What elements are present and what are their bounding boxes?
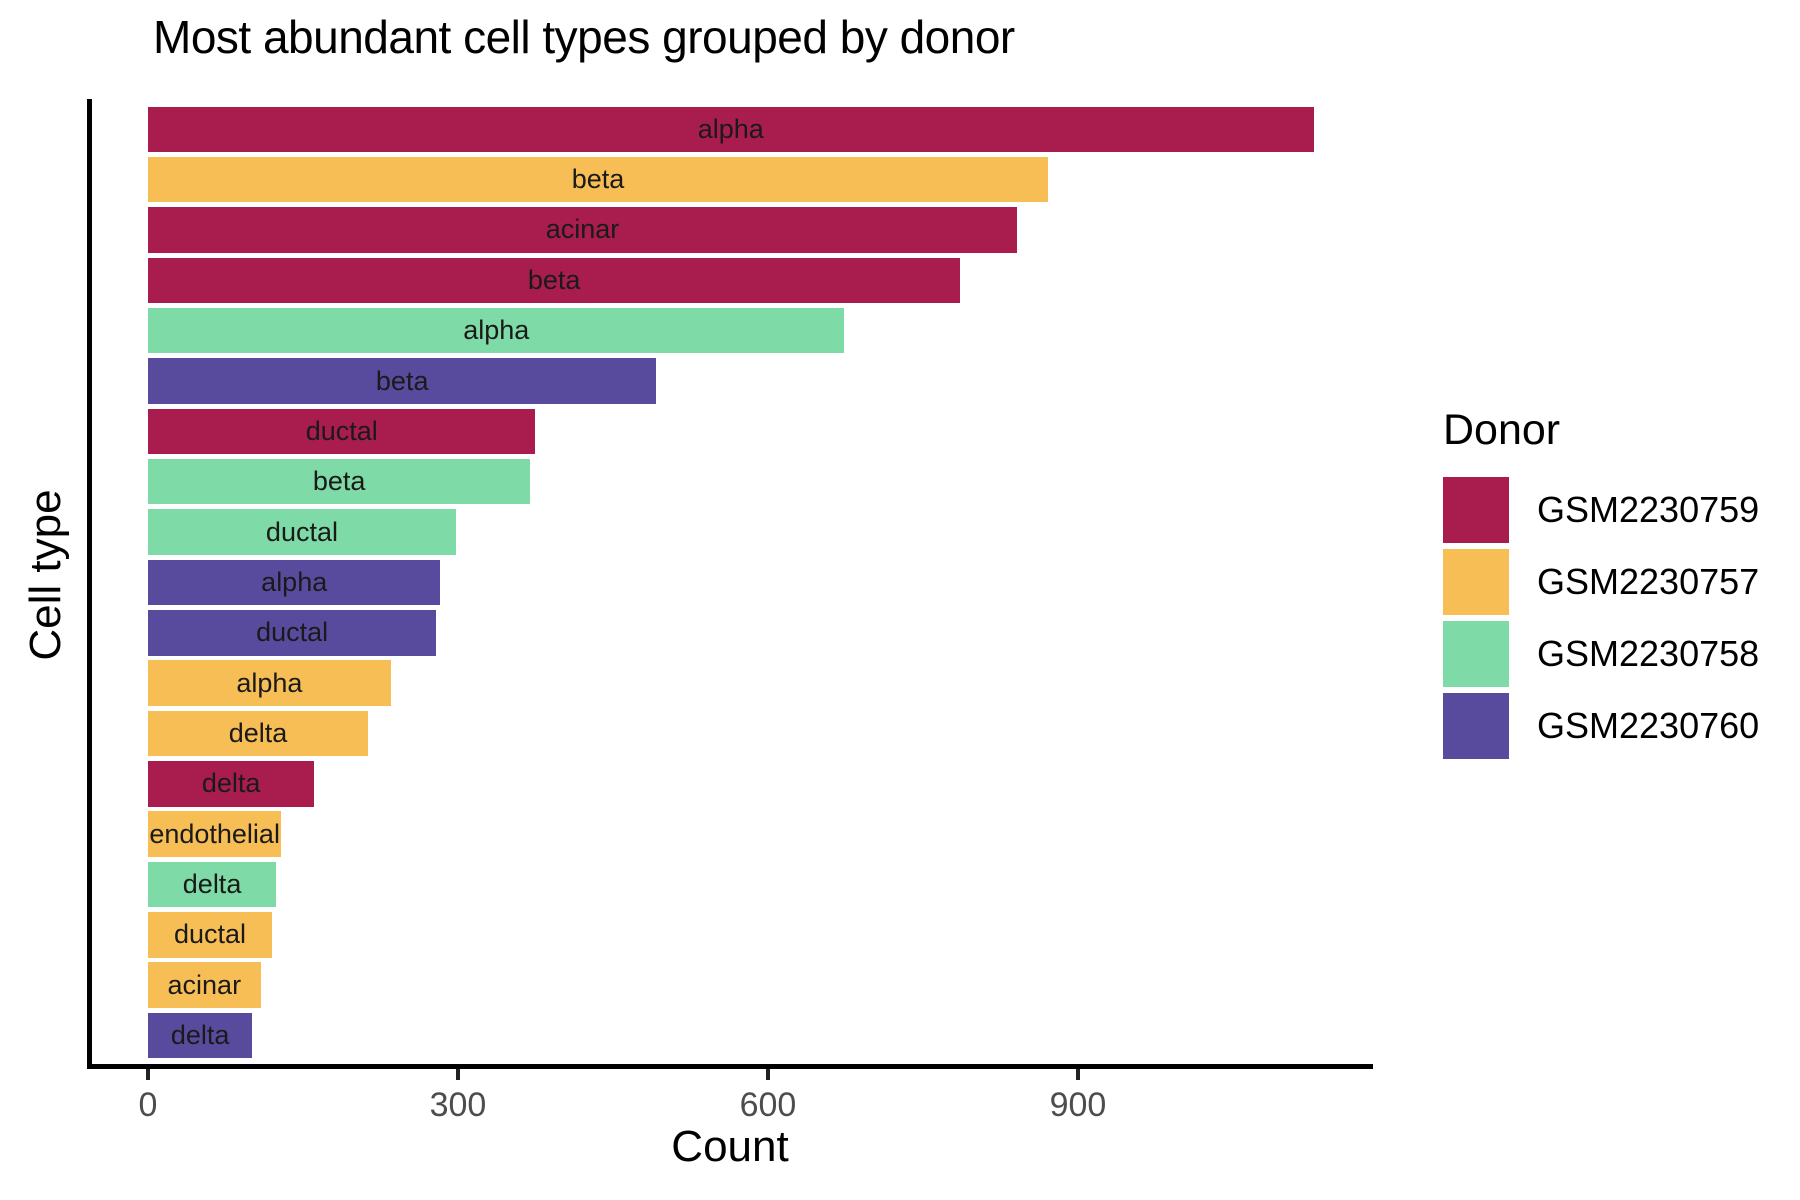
x-axis-title: Count xyxy=(671,1122,789,1171)
x-tick-mark xyxy=(765,1069,770,1080)
bar-ductal-GSM2230759: ductal xyxy=(148,408,536,455)
bar-beta-GSM2230757: beta xyxy=(148,156,1049,203)
bar-alpha-GSM2230759: alpha xyxy=(148,106,1314,152)
bar-delta-GSM2230759: delta xyxy=(148,761,315,807)
bar-ductal-GSM2230760: ductal xyxy=(148,610,437,656)
legend-label: GSM2230759 xyxy=(1537,489,1760,530)
legend: Donor GSM2230759 GSM2230757 GSM2230758 GSM2… xyxy=(1443,405,1759,765)
legend-label: GSM2230758 xyxy=(1537,633,1760,674)
bar-label: alpha xyxy=(236,667,303,698)
bar-acinar-GSM2230757: acinar xyxy=(148,962,261,1008)
bar-delta-GSM2230758: delta xyxy=(148,861,277,908)
bar-beta-GSM2230760: beta xyxy=(148,358,657,404)
y-axis-title: Cell type xyxy=(21,489,70,661)
x-tick-mark xyxy=(455,1069,460,1080)
legend-item-GSM2230758: GSM2230758 xyxy=(1443,621,1759,687)
x-tick-label: 900 xyxy=(1049,1086,1107,1124)
legend-item-GSM2230759: GSM2230759 xyxy=(1443,477,1759,543)
bar-label: ductal xyxy=(305,415,378,446)
bar-delta-GSM2230760: delta xyxy=(148,1012,253,1059)
bar-alpha-GSM2230758: alpha xyxy=(148,307,845,354)
x-axis-line xyxy=(87,1064,1373,1069)
legend-swatch xyxy=(1443,693,1509,759)
bar-acinar-GSM2230759: acinar xyxy=(148,207,1018,253)
chart-title: Most abundant cell types grouped by dono… xyxy=(153,11,1015,63)
bar-label: ductal xyxy=(265,516,338,547)
bar-label: alpha xyxy=(463,315,530,346)
legend-label: GSM2230760 xyxy=(1537,705,1760,746)
bar-label: beta xyxy=(527,264,581,295)
bar-delta-GSM2230757: delta xyxy=(148,710,369,757)
bar-ductal-GSM2230758: ductal xyxy=(148,509,456,555)
bar-beta-GSM2230759: beta xyxy=(148,257,961,304)
legend-label: GSM2230757 xyxy=(1537,561,1760,602)
bar-label: delta xyxy=(182,869,242,899)
bar-label: endothelial xyxy=(149,818,280,849)
bar-label: ductal xyxy=(256,617,329,648)
bar-label: delta xyxy=(201,768,261,799)
bar-label: acinar xyxy=(167,969,242,1000)
bar-ductal-GSM2230757: ductal xyxy=(148,912,272,958)
x-tick-mark xyxy=(1075,1069,1080,1080)
bar-alpha-GSM2230760: alpha xyxy=(148,559,441,606)
bar-endothelial-GSM2230757: endothelial xyxy=(148,811,282,857)
x-tick-label: 300 xyxy=(429,1086,487,1124)
y-axis-line xyxy=(87,99,92,1069)
legend-items: GSM2230759 GSM2230757 GSM2230758 GSM2230760 xyxy=(1443,477,1759,759)
bar-label: acinar xyxy=(545,214,620,245)
x-tick-mark xyxy=(146,1069,150,1080)
legend-title: Donor xyxy=(1443,406,1561,454)
legend-item-GSM2230757: GSM2230757 xyxy=(1443,549,1759,615)
bar-label: delta xyxy=(228,717,288,748)
x-tick-label: 0 xyxy=(138,1086,158,1124)
legend-swatch xyxy=(1443,477,1509,543)
legend-swatch xyxy=(1443,621,1509,687)
bar-label: alpha xyxy=(697,113,764,144)
bar-beta-GSM2230758: beta xyxy=(148,458,531,505)
bar-label: ductal xyxy=(173,919,247,950)
bar-label: delta xyxy=(170,1020,230,1051)
bar-label: beta xyxy=(312,466,366,497)
bar-label: beta xyxy=(375,365,429,396)
bar-label: beta xyxy=(571,164,625,195)
legend-swatch xyxy=(1443,549,1509,615)
legend-item-GSM2230760: GSM2230760 xyxy=(1443,693,1759,759)
bar-alpha-GSM2230757: alpha xyxy=(148,660,391,706)
x-tick-label: 600 xyxy=(739,1086,797,1124)
bar-label: alpha xyxy=(261,566,328,597)
